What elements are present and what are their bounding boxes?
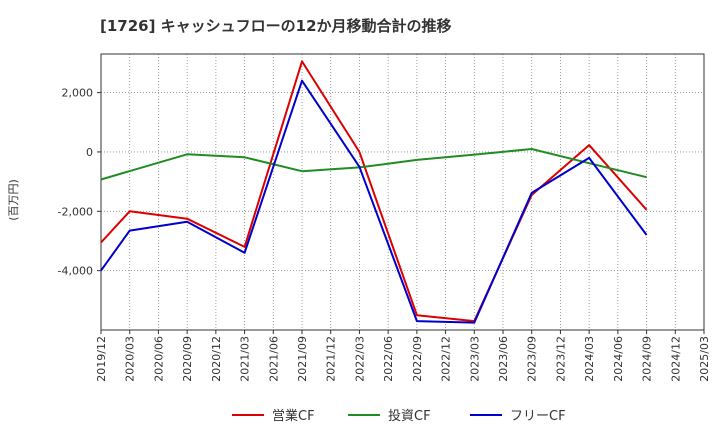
y-tick-label: -4,000 (58, 265, 93, 278)
x-tick-label: 2020/09 (181, 336, 194, 382)
x-tick-label: 2021/03 (239, 336, 252, 382)
x-tick-label: 2020/06 (152, 336, 165, 382)
y-axis-label: (百万円) (7, 179, 20, 221)
x-tick-label: 2022/06 (382, 336, 395, 382)
chart-title: [1726] キャッシュフローの12か月移動合計の推移 (100, 17, 452, 35)
x-tick-label: 2023/06 (497, 336, 510, 382)
x-tick-label: 2023/03 (468, 336, 481, 382)
series-line-2 (100, 148, 647, 181)
legend-label-1: 営業CF (272, 408, 315, 424)
x-tick-label: 2021/12 (325, 336, 338, 382)
legend-label-2: 投資CF (388, 408, 431, 424)
x-tick-label: 2024/09 (641, 336, 654, 382)
x-tick-label: 2025/03 (698, 336, 711, 382)
x-tick-label: 2020/03 (124, 336, 137, 382)
series-line-1 (100, 60, 648, 323)
x-tick-label: 2022/12 (440, 336, 453, 382)
y-tick-label: 0 (86, 146, 93, 159)
y-axis-ticks: 2,000 0 -2,000 -4,000 (58, 87, 101, 278)
x-tick-label: 2023/12 (554, 336, 567, 382)
plot-area-frame (100, 53, 705, 331)
series-lines (100, 60, 648, 324)
x-tick-label: 2022/09 (411, 336, 424, 382)
x-tick-label: 2024/06 (612, 336, 625, 382)
x-tick-label: 2023/09 (526, 336, 539, 382)
legend-label-3: フリーCF (510, 409, 566, 424)
x-tick-label: 2020/12 (210, 336, 223, 382)
y-tick-label: -2,000 (58, 205, 93, 218)
series-line-3 (100, 79, 648, 324)
x-tick-label: 2021/09 (296, 336, 309, 382)
x-tick-label: 2022/03 (353, 336, 366, 382)
x-tick-label: 2024/12 (669, 336, 682, 382)
x-tick-label: 2021/06 (267, 336, 280, 382)
x-tick-label: 2019/12 (95, 336, 108, 382)
x-axis-ticks: 2019/12 2020/03 2020/06 2020/09 2020/12 2021/… (95, 330, 711, 382)
y-tick-label: 2,000 (62, 87, 94, 100)
x-tick-label: 2024/03 (583, 336, 596, 382)
legend: 営業CF 投資CF フリーCF (232, 408, 566, 424)
